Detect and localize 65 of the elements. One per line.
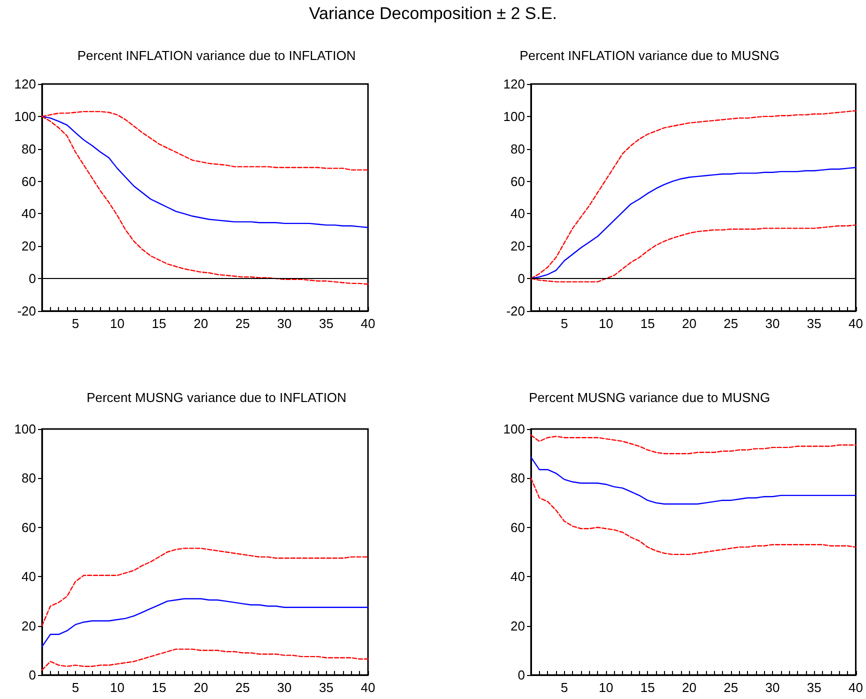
y-tick-label: 40 — [22, 569, 36, 584]
y-tick-label: 20 — [22, 618, 36, 634]
x-tick-label: 20 — [194, 680, 208, 695]
y-tick-label: -20 — [506, 304, 525, 318]
y-tick-label: 80 — [22, 141, 36, 156]
x-tick-label: 15 — [640, 316, 655, 331]
y-tick-label: 100 — [14, 422, 36, 436]
x-tick-label: 15 — [152, 316, 166, 331]
x-tick-label: 30 — [277, 316, 292, 331]
x-tick-label: 20 — [682, 680, 696, 695]
text: Variance Decomposition ± 2 S.E. — [308, 4, 558, 24]
chart-title: Percent MUSNG variance due to MUSNG — [528, 390, 770, 405]
x-tick-label: 20 — [682, 316, 696, 331]
chart-title: Percent MUSNG variance due to INFLATION — [86, 390, 346, 405]
y-tick-label: 100 — [14, 108, 36, 124]
y-tick-label: 0 — [518, 271, 525, 286]
y-tick-label: 60 — [510, 520, 525, 535]
y-tick-label: 80 — [22, 470, 36, 486]
x-tick-label: 35 — [318, 316, 334, 331]
y-tick-label: 20 — [510, 618, 525, 634]
x-tick-label: 20 — [194, 316, 208, 331]
y-tick-label: 100 — [503, 108, 525, 124]
x-tick-label: 40 — [848, 680, 864, 695]
x-tick-label: 30 — [277, 680, 292, 695]
x-tick-label: 35 — [806, 680, 822, 695]
y-tick-label: 80 — [510, 470, 525, 486]
y-tick-label: 60 — [510, 174, 525, 189]
y-tick-label: 0 — [28, 668, 36, 682]
x-tick-label: 30 — [765, 316, 780, 331]
x-tick-label: 5 — [560, 316, 568, 331]
chart-title: Percent INFLATION variance due to MUSNG — [520, 48, 780, 63]
x-tick-label: 30 — [765, 680, 780, 695]
x-tick-label: 25 — [724, 316, 738, 331]
chart-title: Percent INFLATION variance due to INFLATION — [77, 48, 356, 63]
y-tick-label: 20 — [22, 238, 36, 254]
x-tick-label: 35 — [806, 316, 822, 331]
x-tick-label: 35 — [318, 680, 334, 695]
y-tick-label: 20 — [510, 238, 525, 254]
x-tick-label: 40 — [360, 680, 376, 695]
x-tick-label: 10 — [110, 316, 124, 331]
x-tick-label: 25 — [724, 680, 738, 695]
y-tick-label: 60 — [22, 520, 36, 535]
y-tick-label: -20 — [17, 304, 36, 318]
x-tick-label: 5 — [72, 680, 80, 695]
y-tick-label: 0 — [28, 271, 36, 286]
x-tick-label: 25 — [235, 680, 250, 695]
y-tick-label: 0 — [518, 668, 525, 682]
x-tick-label: 40 — [360, 316, 376, 331]
x-tick-label: 15 — [152, 680, 166, 695]
x-tick-label: 10 — [110, 680, 124, 695]
x-tick-label: 15 — [640, 680, 655, 695]
y-tick-label: 40 — [22, 206, 36, 222]
x-tick-label: 10 — [598, 680, 614, 695]
y-tick-label: 120 — [14, 76, 36, 92]
y-tick-label: 120 — [503, 76, 525, 92]
y-tick-label: 100 — [503, 422, 525, 436]
x-tick-label: 25 — [235, 316, 250, 331]
y-tick-label: 60 — [22, 174, 36, 189]
x-tick-label: 5 — [72, 316, 80, 331]
y-tick-label: 80 — [510, 141, 525, 156]
x-tick-label: 5 — [560, 680, 568, 695]
x-tick-label: 40 — [848, 316, 864, 331]
x-tick-label: 10 — [598, 316, 614, 331]
y-tick-label: 40 — [510, 569, 525, 584]
y-tick-label: 40 — [510, 206, 525, 222]
